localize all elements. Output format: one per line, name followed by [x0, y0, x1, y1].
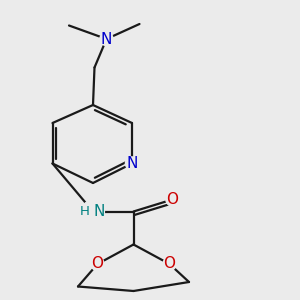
Text: H: H — [80, 205, 90, 218]
Circle shape — [91, 257, 104, 271]
Text: N: N — [101, 32, 112, 46]
Circle shape — [125, 157, 139, 170]
Text: O: O — [167, 192, 178, 207]
Circle shape — [100, 32, 113, 46]
Circle shape — [163, 257, 176, 271]
Text: N: N — [94, 204, 105, 219]
Text: O: O — [92, 256, 104, 272]
Text: O: O — [164, 256, 175, 272]
Text: N: N — [126, 156, 138, 171]
Circle shape — [82, 200, 104, 223]
Circle shape — [166, 193, 179, 206]
